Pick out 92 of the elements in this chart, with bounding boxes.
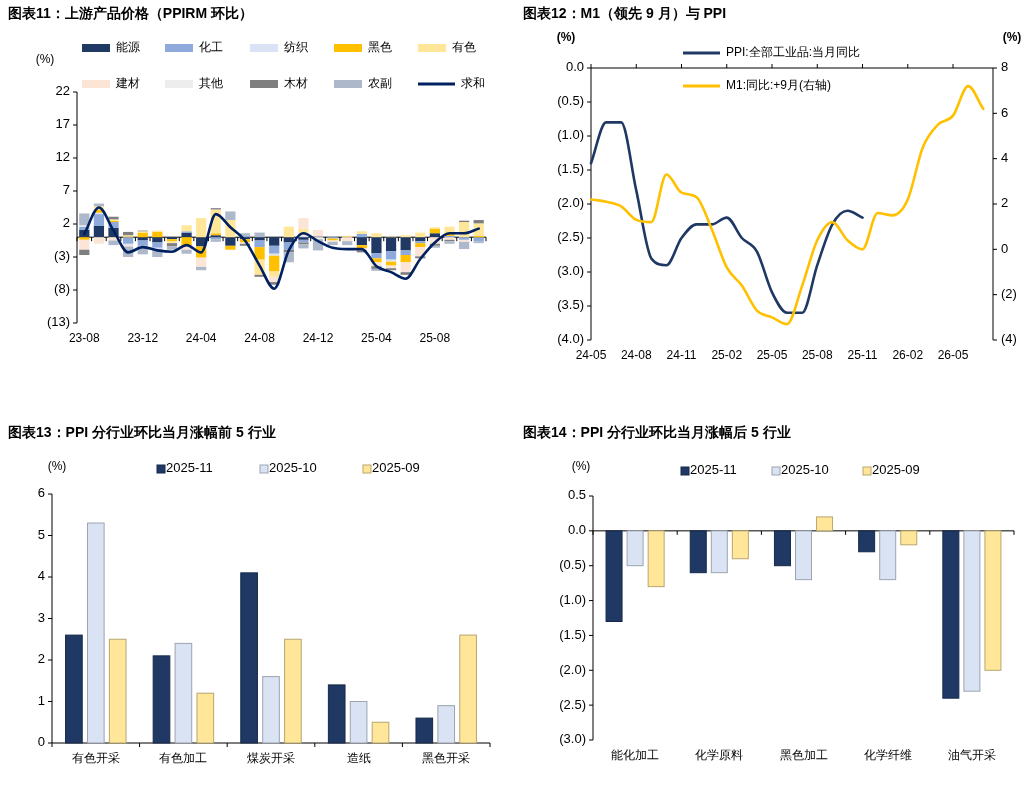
legend-label: 化工 <box>199 40 223 55</box>
legend-label: 2025-10 <box>781 462 829 478</box>
legend-label: PPI:全部工业品:当月同比 <box>726 45 861 60</box>
y-tick-label: 0 <box>37 734 45 750</box>
x-tick-label: 化学纤维 <box>863 748 912 763</box>
y-axis-title: (%) <box>556 30 576 45</box>
y2-tick-label: (2) <box>1001 286 1017 302</box>
y-tick-label: (2.0) <box>559 661 586 677</box>
legend-label: 2025-10 <box>269 460 317 476</box>
y-tick-label: 1 <box>37 692 45 708</box>
y-tick-label: 7 <box>62 182 70 198</box>
legend-label: 其他 <box>199 76 223 91</box>
y-tick-label: (3.5) <box>557 297 584 313</box>
legend-label: 黑色 <box>368 40 392 55</box>
x-tick-label: 23-08 <box>68 331 100 346</box>
x-tick-label: 24-04 <box>185 331 217 346</box>
y2-tick-label: 0 <box>1001 240 1009 256</box>
y-axis-title: (%) <box>47 459 67 474</box>
y2-tick-label: 4 <box>1001 150 1009 166</box>
x-tick-label: 25-04 <box>361 331 393 346</box>
y-axis-title: (%) <box>571 459 591 474</box>
y-tick-label: 22 <box>55 83 70 99</box>
x-tick-label: 25-02 <box>711 348 743 363</box>
y-tick-label: (3) <box>54 248 70 264</box>
x-tick-label: 23-12 <box>127 331 159 346</box>
x-tick-label: 化学原料 <box>695 748 744 763</box>
chart-title: 图表11：上游产品价格（PPIRM 环比） <box>8 4 254 21</box>
legend-label: 有色 <box>452 40 476 55</box>
legend-label: 纺织 <box>284 40 308 55</box>
y2-tick-label: 6 <box>1001 104 1009 120</box>
x-tick-label: 24-11 <box>666 348 697 363</box>
legend-label: 农副 <box>368 76 392 91</box>
y-tick-label: 2 <box>62 215 70 231</box>
y-tick-label: (4.0) <box>557 331 584 347</box>
legend-label: 木材 <box>284 76 308 91</box>
y-tick-label: 4 <box>37 568 45 584</box>
x-tick-label: 造纸 <box>346 751 371 766</box>
y-tick-label: 2 <box>37 651 45 667</box>
y-tick-label: (1.5) <box>559 626 586 642</box>
y-tick-label: 3 <box>37 609 45 625</box>
y-tick-label: (2.5) <box>557 229 584 245</box>
x-tick-label: 有色开采 <box>71 751 120 766</box>
x-tick-label: 油气开采 <box>947 748 996 763</box>
y-tick-label: (1.5) <box>557 161 584 177</box>
y-axis-title: (%) <box>35 52 55 67</box>
x-tick-label: 25-05 <box>756 348 788 363</box>
y-tick-label: 17 <box>55 116 70 132</box>
y-tick-label: 0.0 <box>567 522 586 538</box>
chart-title: 图表12：M1（领先 9 月）与 PPI <box>523 4 727 21</box>
x-tick-label: 25-08 <box>801 348 833 363</box>
x-tick-label: 有色加工 <box>159 751 208 766</box>
legend-label: M1:同比:+9月(右轴) <box>726 78 832 93</box>
y-tick-label: (0.5) <box>559 557 586 573</box>
chart-title: 图表14：PPI 分行业环比当月涨幅后 5 行业 <box>523 423 791 440</box>
legend-label: 建材 <box>115 76 140 91</box>
legend-label: 能源 <box>116 40 140 55</box>
x-tick-label: 26-05 <box>937 348 969 363</box>
y-tick-label: (0.5) <box>557 93 584 109</box>
y-tick-label: (3.0) <box>559 731 586 747</box>
x-tick-label: 24-12 <box>302 331 334 346</box>
x-tick-label: 黑色加工 <box>779 748 828 763</box>
y-tick-label: 6 <box>37 485 45 501</box>
y-tick-label: (1.0) <box>559 592 586 608</box>
y-tick-label: (2.0) <box>557 195 584 211</box>
y-tick-label: 12 <box>55 149 70 165</box>
legend-label: 求和 <box>461 76 485 91</box>
x-tick-label: 24-08 <box>620 348 652 363</box>
legend-label: 2025-09 <box>372 460 420 476</box>
y-tick-label: (13) <box>46 314 70 330</box>
y2-tick-label: 8 <box>1001 59 1009 75</box>
x-tick-label: 煤炭开采 <box>247 751 295 766</box>
y-tick-label: 5 <box>37 526 45 542</box>
chart-title: 图表13：PPI 分行业环比当月涨幅前 5 行业 <box>8 423 276 440</box>
y-tick-label: (2.5) <box>559 696 586 712</box>
x-tick-label: 26-02 <box>892 348 924 363</box>
y-tick-label: 0.5 <box>567 487 586 503</box>
y2-tick-label: 2 <box>1001 195 1009 211</box>
x-tick-label: 黑色开采 <box>422 751 471 766</box>
y-tick-label: (1.0) <box>557 127 584 143</box>
legend-label: 2025-09 <box>872 462 920 478</box>
legend-label: 2025-11 <box>166 460 213 476</box>
x-tick-label: 24-08 <box>244 331 276 346</box>
y-tick-label: (3.0) <box>557 263 584 279</box>
y2-axis-title: (%) <box>1002 30 1022 45</box>
y2-tick-label: (4) <box>1001 331 1017 347</box>
x-tick-label: 24-05 <box>575 348 607 363</box>
x-tick-label: 25-08 <box>419 331 451 346</box>
y-tick-label: 0.0 <box>565 59 584 75</box>
legend-label: 2025-11 <box>690 462 737 478</box>
y-tick-label: (8) <box>54 281 70 297</box>
x-tick-label: 能化加工 <box>611 748 660 763</box>
x-tick-label: 25-11 <box>847 348 878 363</box>
